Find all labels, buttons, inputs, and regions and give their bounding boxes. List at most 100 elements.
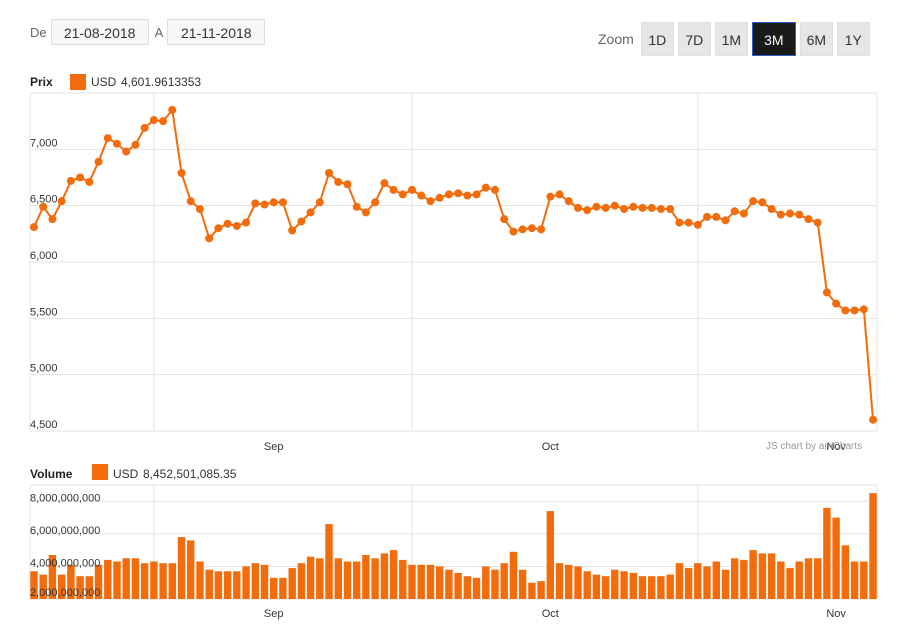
- price-point: [537, 225, 546, 234]
- price-point: [195, 205, 204, 214]
- price-point: [693, 220, 702, 229]
- volume-bar: [48, 555, 57, 599]
- volume-bar: [804, 558, 813, 599]
- volume-bar: [122, 558, 130, 599]
- price-point: [251, 199, 260, 208]
- volume-bar: [814, 558, 822, 599]
- volume-bar: [620, 571, 628, 599]
- price-point: [454, 189, 463, 198]
- volume-bar: [703, 566, 711, 599]
- volume-bar: [684, 568, 693, 599]
- price-point: [859, 305, 868, 314]
- price-point: [583, 206, 592, 215]
- volume-bar: [260, 564, 269, 599]
- price-y-tick-label: 4,500: [30, 419, 58, 431]
- zoom-1y-button[interactable]: 1Y: [836, 22, 870, 56]
- volume-bar: [574, 566, 582, 599]
- volume-x-axis: Sep Oct Nov: [264, 608, 846, 620]
- volume-bar: [721, 569, 730, 599]
- price-point: [343, 180, 352, 189]
- volume-bar: [251, 563, 259, 599]
- to-date-input[interactable]: 21-11-2018: [167, 19, 266, 45]
- price-point: [850, 306, 859, 315]
- price-point: [573, 203, 582, 212]
- price-point: [352, 202, 361, 211]
- zoom-1d-button[interactable]: 1D: [640, 22, 674, 56]
- volume-bar: [39, 574, 47, 599]
- price-grid: [29, 92, 878, 432]
- volume-bar: [509, 551, 518, 599]
- volume-bar: [518, 569, 527, 599]
- price-point: [795, 210, 804, 219]
- volume-bar: [436, 566, 444, 599]
- volume-bar: [472, 577, 481, 599]
- volume-bar: [777, 561, 785, 599]
- volume-legend-value: 8,452,501,085.35: [143, 467, 237, 481]
- price-point: [776, 210, 785, 219]
- chart-credit[interactable]: JS chart by amCharts: [766, 441, 862, 452]
- price-point: [749, 197, 758, 206]
- zoom-6m-button[interactable]: 6M: [799, 22, 833, 56]
- price-point: [527, 224, 536, 233]
- price-point: [730, 207, 739, 216]
- price-point: [306, 208, 315, 217]
- price-point: [30, 223, 38, 232]
- zoom-1m-button[interactable]: 1M: [714, 22, 748, 56]
- volume-y-tick-label: 4,000,000,000: [30, 557, 100, 569]
- price-legend-swatch: [70, 74, 86, 90]
- volume-bar: [214, 571, 223, 599]
- volume-legend-swatch: [92, 464, 108, 480]
- volume-bar: [841, 545, 849, 599]
- volume-x-tick-label: Nov: [826, 608, 846, 620]
- price-point: [647, 203, 656, 212]
- volume-bar: [611, 569, 619, 599]
- price-point: [325, 168, 334, 177]
- volume-bar: [601, 576, 610, 599]
- price-point: [804, 215, 813, 224]
- volume-bar: [316, 558, 324, 599]
- price-point: [57, 197, 66, 206]
- price-point: [159, 117, 168, 126]
- from-date-input[interactable]: 21-08-2018: [50, 19, 149, 45]
- volume-bar: [629, 572, 637, 599]
- price-point: [103, 134, 112, 143]
- price-point: [39, 202, 48, 211]
- price-x-tick-label: Sep: [264, 441, 284, 453]
- price-point: [610, 201, 619, 210]
- volume-bar: [104, 559, 112, 599]
- price-point: [131, 140, 140, 149]
- volume-bar: [666, 574, 674, 599]
- price-point: [140, 123, 149, 132]
- price-y-tick-label: 5,500: [30, 306, 58, 318]
- zoom-3m-button[interactable]: 3M: [751, 22, 796, 56]
- price-point: [490, 185, 499, 194]
- volume-y-tick-label: 2,000,000,000: [30, 587, 100, 599]
- volume-bar: [325, 524, 333, 599]
- price-point: [232, 221, 241, 230]
- volume-bar: [555, 563, 564, 599]
- volume-bar: [491, 569, 499, 599]
- price-point: [712, 212, 721, 221]
- volume-bar: [30, 571, 38, 599]
- price-point: [334, 178, 343, 187]
- volume-bar: [823, 507, 831, 599]
- volume-bar: [270, 577, 278, 599]
- volume-bar: [131, 558, 140, 599]
- price-point: [371, 198, 380, 207]
- volume-bar: [694, 563, 702, 599]
- price-point: [758, 198, 767, 207]
- volume-bar: [334, 558, 342, 599]
- volume-bar: [731, 558, 739, 599]
- price-point: [638, 203, 647, 212]
- price-point: [592, 202, 601, 211]
- volume-bar: [159, 563, 167, 599]
- volume-bar: [417, 564, 425, 599]
- volume-bar: [168, 563, 176, 599]
- volume-bar: [482, 566, 490, 599]
- zoom-7d-button[interactable]: 7D: [677, 22, 711, 56]
- volume-bar: [76, 576, 84, 599]
- price-point: [601, 203, 610, 212]
- volume-bar: [528, 582, 536, 599]
- volume-panel-title: Volume: [30, 467, 73, 481]
